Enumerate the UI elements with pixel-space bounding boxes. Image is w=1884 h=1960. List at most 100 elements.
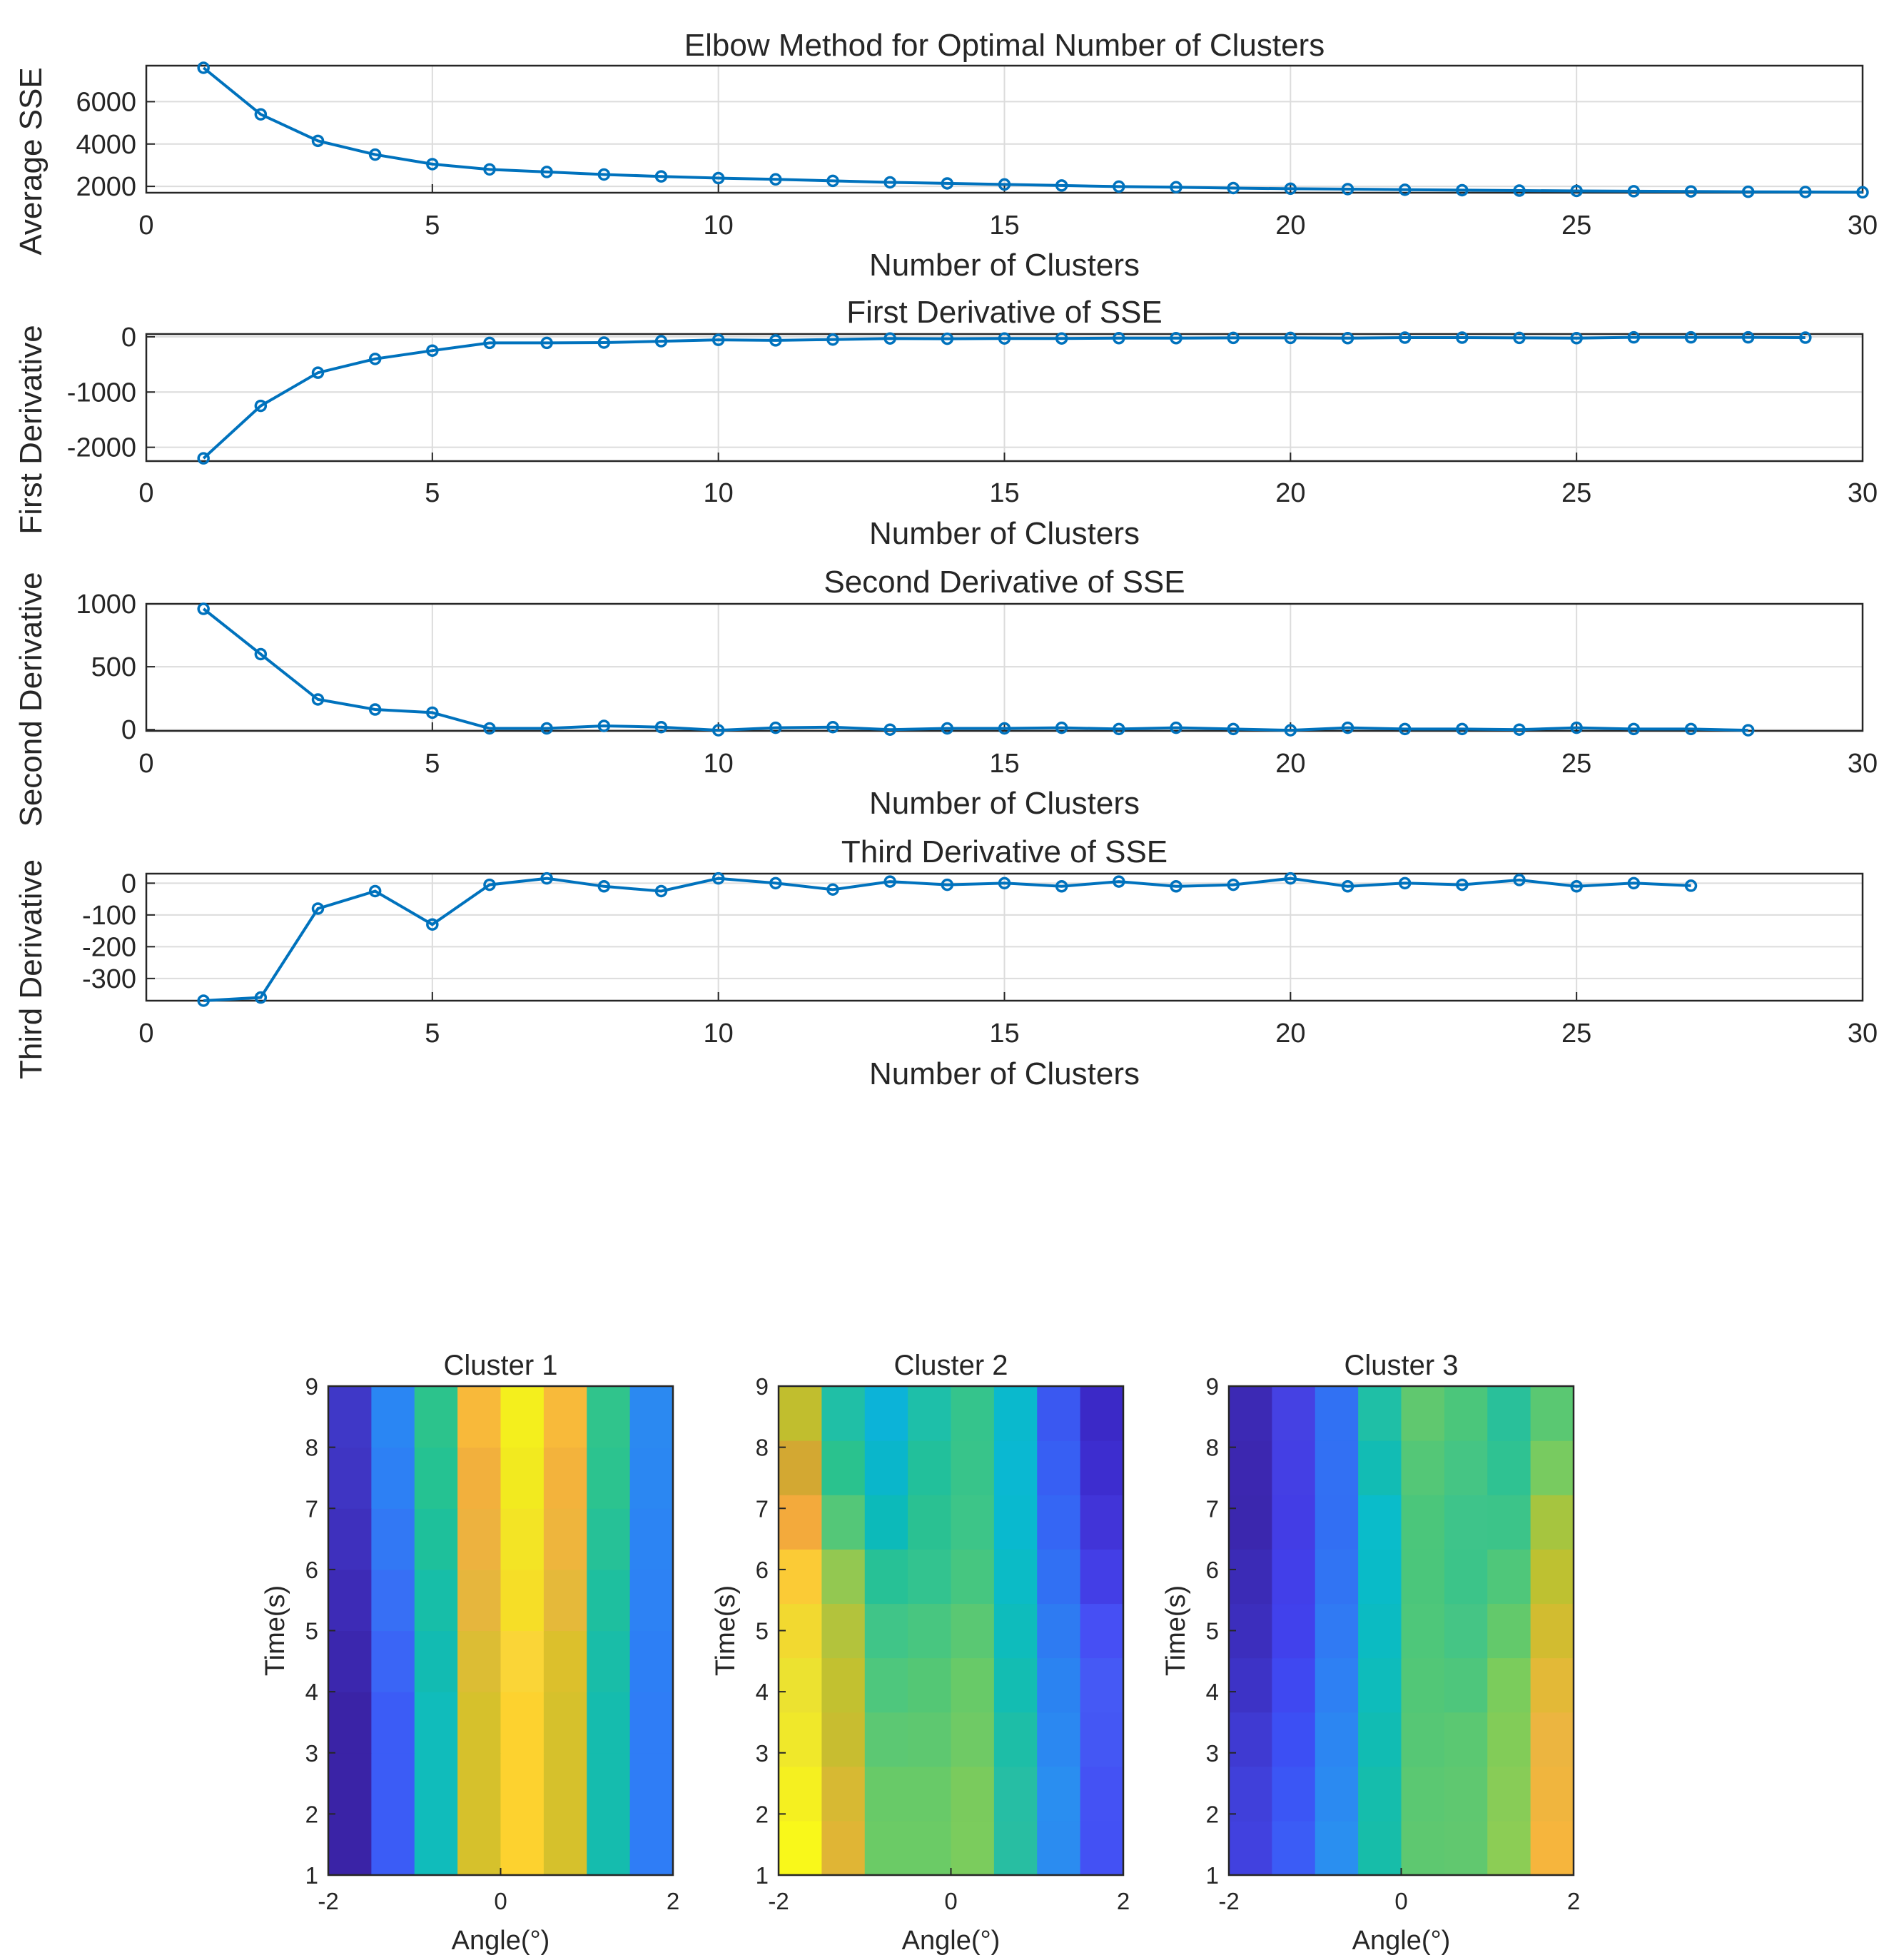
data-point xyxy=(1741,185,1755,198)
x-axis-label: Number of Clusters xyxy=(869,1056,1140,1091)
data-point xyxy=(540,166,553,178)
data-point xyxy=(1398,183,1412,196)
heatmap-cell xyxy=(414,1386,458,1448)
data-point xyxy=(941,332,954,345)
heatmap-cell xyxy=(543,1569,587,1632)
data-point xyxy=(311,902,325,915)
x-axis-label: Number of Clusters xyxy=(869,786,1140,821)
data-point xyxy=(1170,181,1182,194)
data-point xyxy=(1284,331,1297,345)
heatmap-cell xyxy=(951,1495,995,1550)
y-axis-label: Time(s) xyxy=(1161,1585,1191,1676)
x-tick-label: 15 xyxy=(989,749,1019,779)
data-point xyxy=(426,706,439,719)
data-point xyxy=(197,994,210,1007)
data-point xyxy=(197,61,210,74)
heatmap-cell xyxy=(1530,1712,1574,1767)
heatmap-cell xyxy=(1037,1712,1081,1767)
x-tick-label: 10 xyxy=(704,1019,734,1049)
x-tick-label: 5 xyxy=(425,749,440,779)
x-tick-label: 20 xyxy=(1275,1019,1305,1049)
heatmap-cell xyxy=(1530,1495,1574,1550)
heatmap-cell xyxy=(1358,1440,1402,1495)
y-tick-label: 5 xyxy=(756,1618,769,1645)
data-point xyxy=(654,335,668,348)
heatmap-cell xyxy=(543,1386,587,1448)
heatmap-cell xyxy=(1229,1712,1272,1767)
y-tick-label: 1000 xyxy=(76,590,136,620)
heatmap-cell xyxy=(1444,1766,1488,1822)
heatmap-cell xyxy=(951,1766,995,1822)
heatmap-cell xyxy=(328,1630,372,1692)
heatmap-cell xyxy=(543,1692,587,1754)
heatmap-cell xyxy=(908,1386,952,1441)
x-tick-label: 0 xyxy=(138,478,153,508)
data-point xyxy=(597,719,611,732)
heatmap-cell xyxy=(371,1814,415,1876)
x-tick-label: 10 xyxy=(704,749,734,779)
data-point xyxy=(1684,330,1698,344)
data-point xyxy=(1456,331,1469,344)
data-point xyxy=(1113,180,1125,193)
heatmap-cell xyxy=(1487,1549,1531,1605)
heatmap-cell xyxy=(1080,1712,1124,1767)
y-tick-label: 8 xyxy=(1206,1435,1219,1461)
x-axis-label: Number of Clusters xyxy=(869,516,1140,551)
data-point xyxy=(1113,332,1125,345)
heatmap-cell xyxy=(951,1712,995,1767)
heatmap-cell xyxy=(1401,1386,1445,1441)
data-point xyxy=(1341,721,1354,734)
y-tick-label: 2 xyxy=(1206,1801,1219,1827)
heatmap-cell xyxy=(864,1495,908,1550)
heatmap-cell xyxy=(1229,1386,1272,1441)
heatmap-cell xyxy=(1530,1603,1574,1659)
heatmap-cell xyxy=(993,1712,1038,1767)
heatmap-cell xyxy=(1272,1766,1316,1822)
heatmap-cell xyxy=(993,1386,1038,1441)
heatmap-cell xyxy=(500,1508,545,1570)
data-point xyxy=(1227,181,1240,195)
heatmap-cell xyxy=(908,1603,952,1659)
data-point xyxy=(1170,332,1182,345)
data-point xyxy=(483,336,496,350)
heatmap-cell xyxy=(1272,1657,1316,1713)
data-point xyxy=(1456,878,1469,891)
y-axis-label: Average SSE xyxy=(14,67,49,255)
y-tick-label: 3 xyxy=(1206,1740,1219,1767)
heatmap-cell xyxy=(864,1603,908,1659)
x-tick-label: 5 xyxy=(425,1019,440,1049)
data-point xyxy=(540,872,553,885)
heatmap-cell xyxy=(414,1814,458,1876)
data-point xyxy=(1513,723,1526,736)
heatmap-cell xyxy=(1358,1495,1402,1550)
data-point xyxy=(1741,724,1755,737)
data-point xyxy=(254,108,268,121)
y-axis-label: Third Derivative xyxy=(14,859,49,1079)
heatmap-cell xyxy=(1487,1386,1531,1441)
y-tick-label: 6 xyxy=(305,1557,318,1583)
heatmap-cell xyxy=(779,1386,822,1441)
heatmap-cell xyxy=(1080,1440,1124,1495)
series-line xyxy=(202,66,1863,194)
data-point xyxy=(711,171,725,185)
heatmap-cell xyxy=(821,1603,866,1659)
heatmap-cell xyxy=(587,1752,631,1814)
heatmap-cell xyxy=(371,1386,415,1448)
data-point xyxy=(769,877,782,890)
heatmap-cell xyxy=(1358,1549,1402,1605)
heatmap-cell xyxy=(993,1766,1038,1822)
heatmap-cell xyxy=(1272,1712,1316,1767)
heatmap-cell xyxy=(1401,1440,1445,1495)
heatmap-cell xyxy=(587,1814,631,1876)
heatmap-cell xyxy=(587,1569,631,1632)
heatmap-cell xyxy=(1444,1603,1488,1659)
heatmap-cell xyxy=(908,1712,952,1767)
heatmap-cell xyxy=(371,1508,415,1570)
heatmap-cell xyxy=(371,1447,415,1509)
heatmap-cell xyxy=(1080,1766,1124,1822)
y-tick-label: 7 xyxy=(1206,1495,1219,1522)
heatmap-cell xyxy=(821,1440,866,1495)
heatmap-cell xyxy=(779,1820,822,1876)
heatmap-cell xyxy=(779,1549,822,1605)
